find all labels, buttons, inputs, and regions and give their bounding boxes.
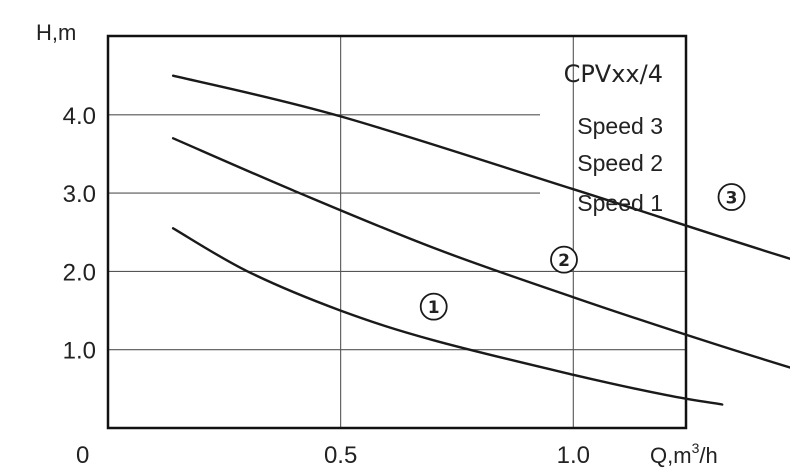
origin-label: 0 xyxy=(76,442,89,469)
y-tick-label: 2.0 xyxy=(63,259,96,286)
x-axis-label-main: Q,m xyxy=(650,443,692,468)
legend-entry-speed-1: Speed 1 xyxy=(577,190,663,216)
curve-marker-speed-3: 3 xyxy=(717,183,746,211)
curve-marker-speed-2: 2 xyxy=(550,245,578,274)
curve-speed-3 xyxy=(171,74,790,260)
curve-marker-circle xyxy=(550,245,578,274)
x-axis-label-suffix: /h xyxy=(699,443,717,468)
x-tick-label: 1.0 xyxy=(557,442,590,469)
y-tick-label: 3.0 xyxy=(63,181,96,208)
curve-marker-label: 1 xyxy=(428,298,440,318)
legend-entry-speed-2: Speed 2 xyxy=(577,150,663,176)
x-axis-label-sup: 3 xyxy=(692,440,700,456)
y-tick-label: 1.0 xyxy=(63,338,96,365)
curve-speed-1 xyxy=(171,227,724,406)
curve-marker-circle xyxy=(717,183,746,211)
legend-entry-speed-3: Speed 3 xyxy=(577,113,663,139)
curve-speed-2 xyxy=(171,137,790,369)
curve-marker-label: 2 xyxy=(558,251,570,271)
x-axis-label: Q,m3/h xyxy=(650,440,718,468)
plot-frame xyxy=(106,34,688,430)
curve-marker-speed-1: 1 xyxy=(419,292,448,321)
curve-marker-circle xyxy=(419,292,448,321)
curve-marker-label: 3 xyxy=(726,189,738,209)
x-tick-label: 0.5 xyxy=(324,442,357,469)
y-tick-label: 4.0 xyxy=(63,103,96,130)
chart-title: CPVxx/4 xyxy=(564,60,663,88)
y-axis-label: H,m xyxy=(36,20,76,45)
